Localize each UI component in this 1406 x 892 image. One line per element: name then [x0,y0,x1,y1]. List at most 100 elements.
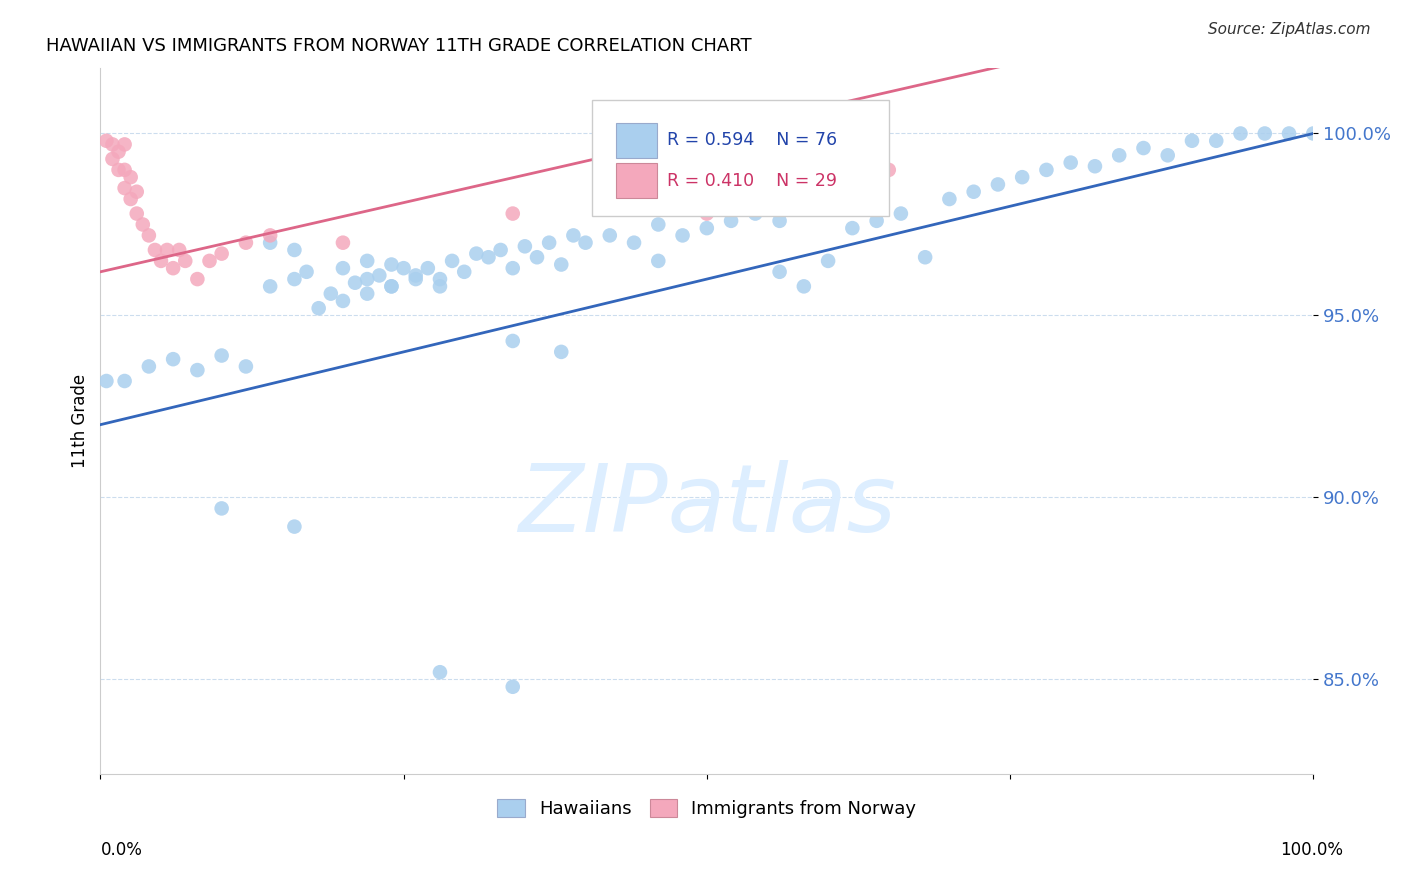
Point [114,374,136,388]
Point [356,286,378,301]
Point [538,235,561,250]
Point [502,261,524,276]
Point [211,246,233,260]
Y-axis label: 11th Grade: 11th Grade [72,374,89,468]
Point [332,235,354,250]
Point [259,235,281,250]
Point [101,152,124,166]
Point [429,665,451,680]
Point [138,228,160,243]
Point [453,265,475,279]
Point [143,243,166,257]
Point [877,162,900,177]
Point [186,363,208,377]
FancyBboxPatch shape [616,123,657,158]
Point [283,272,305,286]
Point [344,276,367,290]
Point [162,261,184,276]
Point [720,214,742,228]
Point [793,279,815,293]
Point [114,181,136,195]
Point [696,221,718,235]
Point [441,253,464,268]
Point [1302,127,1324,141]
Point [817,253,839,268]
Point [368,268,391,283]
Point [186,272,208,286]
Point [429,279,451,293]
Point [768,214,790,228]
Point [125,206,148,220]
Point [938,192,960,206]
Point [319,286,342,301]
Point [696,206,718,220]
Point [114,137,136,152]
Point [96,374,118,388]
Point [477,250,499,264]
Point [671,228,693,243]
Point [1229,127,1251,141]
Point [259,228,281,243]
Point [550,344,572,359]
Legend: Hawaiians, Immigrants from Norway: Hawaiians, Immigrants from Norway [491,791,924,825]
Point [283,519,305,533]
Point [174,253,197,268]
Point [502,680,524,694]
Point [890,206,912,220]
Point [574,235,596,250]
Point [120,170,142,185]
Point [963,185,986,199]
Point [156,243,179,257]
Point [295,265,318,279]
Point [647,218,669,232]
Point [1035,162,1057,177]
Point [405,272,427,286]
Point [120,192,142,206]
Point [489,243,512,257]
Point [987,178,1010,192]
Point [1254,127,1277,141]
Point [526,250,548,264]
Point [599,228,621,243]
Point [259,279,281,293]
Point [380,258,402,272]
Point [1060,155,1083,169]
Point [107,162,129,177]
Point [356,253,378,268]
FancyBboxPatch shape [592,100,889,216]
Point [1084,159,1107,173]
Text: 0.0%: 0.0% [101,840,143,858]
Point [198,253,221,268]
Point [550,258,572,272]
Point [392,261,415,276]
Point [96,134,118,148]
Point [744,206,766,220]
Point [125,185,148,199]
Point [1108,148,1130,162]
Point [865,214,887,228]
FancyBboxPatch shape [616,163,657,198]
Point [114,162,136,177]
Text: HAWAIIAN VS IMMIGRANTS FROM NORWAY 11TH GRADE CORRELATION CHART: HAWAIIAN VS IMMIGRANTS FROM NORWAY 11TH … [46,37,751,55]
Point [465,246,488,260]
Point [623,235,645,250]
Point [1181,134,1204,148]
Point [332,293,354,308]
Text: 100.0%: 100.0% [1279,840,1343,858]
Point [332,261,354,276]
Point [1011,170,1033,185]
Point [768,265,790,279]
Point [162,352,184,367]
Point [416,261,439,276]
Point [1157,148,1180,162]
Point [235,359,257,374]
Point [132,218,155,232]
Point [138,359,160,374]
Point [167,243,190,257]
Point [150,253,173,268]
Point [308,301,330,316]
Point [211,501,233,516]
Point [1278,127,1301,141]
Point [647,253,669,268]
Point [502,206,524,220]
